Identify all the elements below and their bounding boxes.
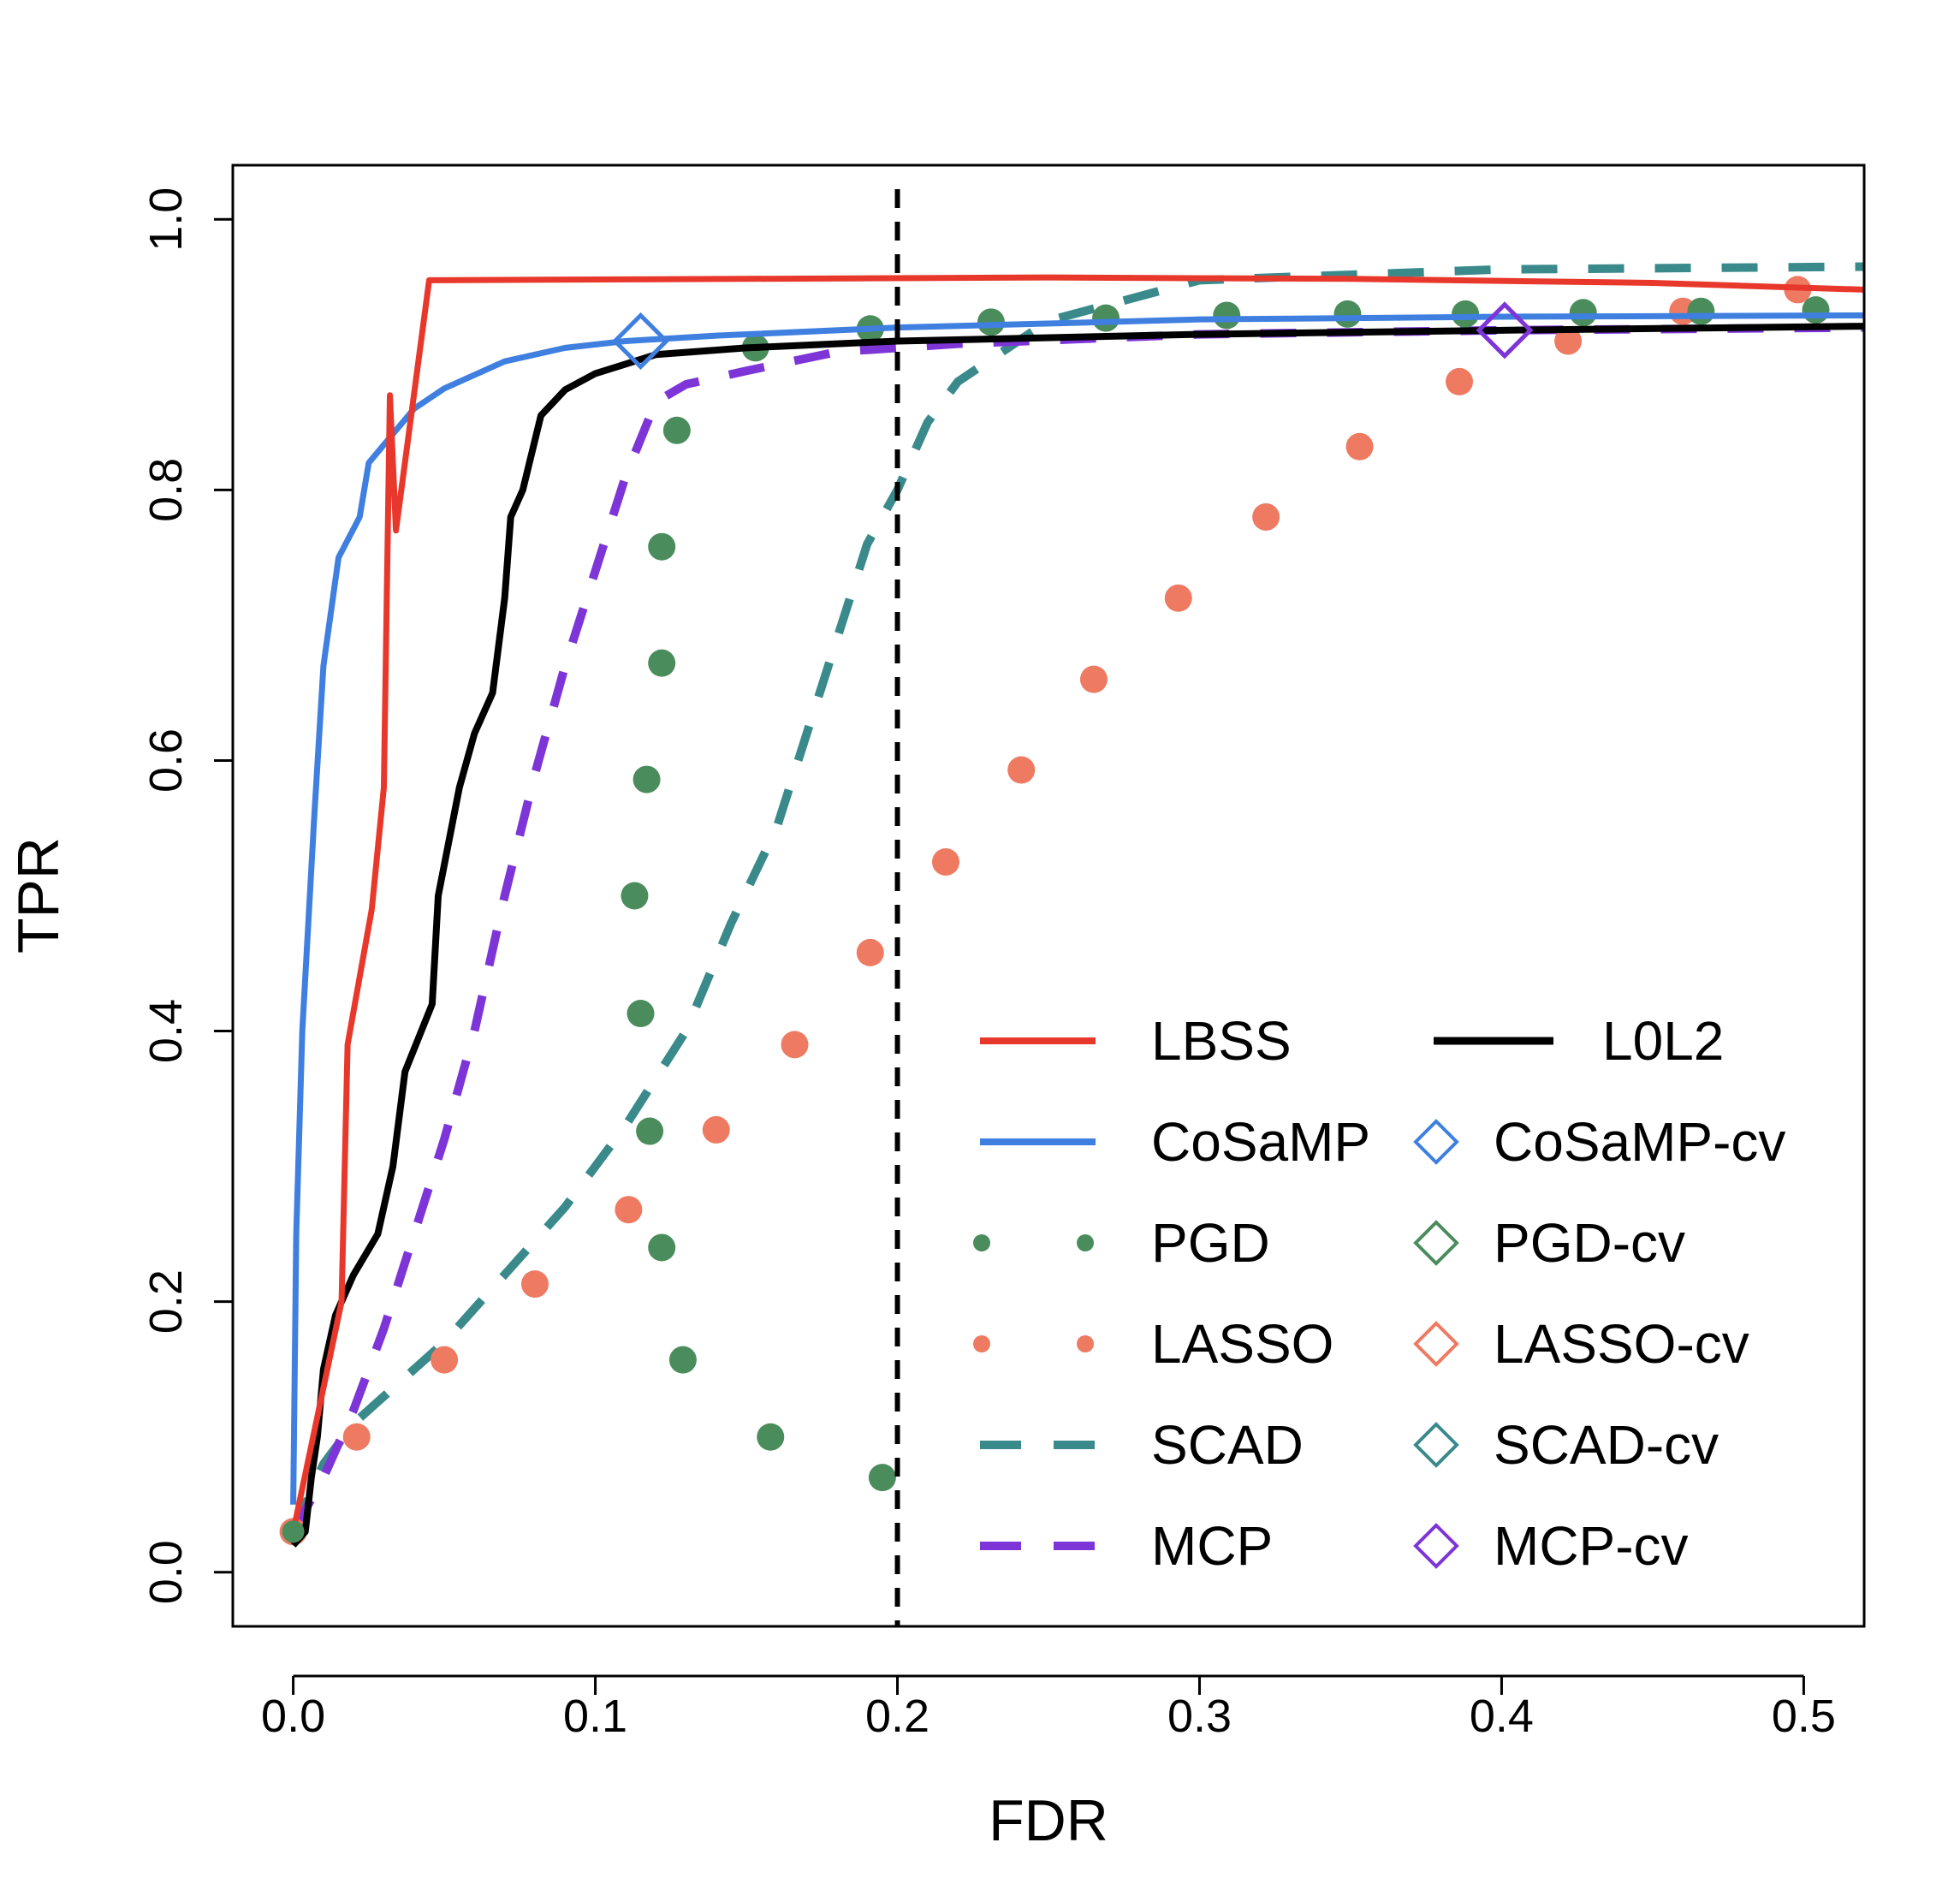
point-pgd (1687, 297, 1715, 325)
legend-label-pgd: PGD (1151, 1212, 1270, 1274)
point-lasso (520, 1270, 549, 1299)
point-pgd (648, 532, 676, 561)
point-pgd (636, 1117, 664, 1145)
legend-key-lasso-cv (1413, 1321, 1459, 1367)
point-pgd (757, 1423, 785, 1451)
point-pgd (1802, 296, 1830, 324)
y-tick-label: 0.2 (140, 1269, 192, 1334)
legend: LBSS CoSaMP PGD LASSO SCAD MCP L0L2 CoSaMP-cv PG… (973, 1010, 1785, 1577)
x-tick-label: 0.5 (1772, 1691, 1836, 1742)
legend-key-pgd (1077, 1234, 1094, 1251)
point-pgd (648, 1233, 676, 1262)
point-lasso (431, 1346, 459, 1374)
point-lasso (856, 938, 884, 966)
legend-label-scad: SCAD (1151, 1414, 1304, 1476)
legend-key-lasso (1077, 1335, 1094, 1352)
point-lasso (615, 1196, 643, 1224)
point-pgd (668, 1346, 697, 1374)
point-pgd (662, 416, 691, 444)
legend-key-pgd (973, 1234, 990, 1251)
point-lasso (1079, 665, 1108, 693)
point-lasso (1554, 327, 1583, 355)
point-pgd (633, 765, 661, 793)
point-pgd (1213, 301, 1241, 330)
legend-label-pgd-cv: PGD-cv (1494, 1212, 1685, 1274)
legend-key-scad-cv (1413, 1422, 1459, 1468)
series-line-lbss (290, 274, 1865, 1533)
x-tick-label: 0.0 (261, 1691, 325, 1742)
x-axis-label: FDR (989, 1788, 1108, 1853)
point-lasso (702, 1115, 730, 1144)
point-pgd (1092, 304, 1120, 332)
legend-key-mcp-cv (1413, 1523, 1459, 1569)
legend-label-scad-cv: SCAD-cv (1494, 1414, 1719, 1476)
x-tick-label: 0.3 (1167, 1691, 1232, 1742)
cv-marker-mcp-cv (1476, 301, 1534, 360)
legend-label-l0l2: L0L2 (1602, 1010, 1724, 1072)
point-lasso (1252, 502, 1280, 531)
legend-label-cosamp-cv: CoSaMP-cv (1494, 1111, 1785, 1173)
point-pgd (1333, 300, 1362, 328)
legend-key-lasso (973, 1335, 990, 1352)
y-tick-label: 0.6 (140, 728, 192, 793)
x-axis: 0.0 0.1 0.2 0.3 0.4 0.5 (261, 1674, 1836, 1742)
point-lasso (931, 847, 959, 876)
point-pgd (621, 882, 649, 910)
point-pgd (1569, 299, 1597, 327)
point-lasso (1345, 432, 1374, 461)
legend-label-lasso: LASSO (1151, 1313, 1333, 1375)
series-line-mcp (289, 323, 1865, 1534)
point-lasso (1164, 584, 1192, 612)
legend-label-mcp: MCP (1151, 1515, 1273, 1577)
point-pgd (868, 1464, 896, 1492)
y-tick-label: 0.4 (140, 999, 192, 1063)
legend-key-cosamp-cv (1413, 1119, 1459, 1165)
x-tick-label: 0.2 (865, 1691, 930, 1742)
legend-key-pgd-cv (1413, 1220, 1459, 1266)
y-axis: 0.0 0.2 0.4 0.6 0.8 1.0 (140, 187, 235, 1604)
point-lasso (781, 1031, 809, 1059)
series-line-l0l2 (290, 323, 1865, 1548)
y-tick-label: 0.0 (140, 1540, 192, 1604)
point-pgd (627, 1000, 655, 1028)
point-pgd (1452, 300, 1480, 328)
y-tick-label: 1.0 (140, 187, 192, 252)
y-axis-label: TPR (6, 837, 71, 954)
point-pgd (648, 649, 676, 677)
cv-marker-cosamp-cv (611, 312, 670, 371)
point-extra (282, 1520, 305, 1543)
y-tick-label: 0.8 (140, 458, 192, 522)
legend-label-cosamp: CoSaMP (1151, 1111, 1370, 1173)
legend-label-lasso-cv: LASSO-cv (1494, 1313, 1749, 1375)
point-lasso (1446, 367, 1474, 395)
legend-label-lbss: LBSS (1151, 1010, 1292, 1072)
x-tick-label: 0.4 (1470, 1691, 1534, 1742)
x-tick-label: 0.1 (563, 1691, 627, 1742)
point-lasso (342, 1423, 371, 1451)
point-lasso (1007, 756, 1036, 784)
legend-label-mcp-cv: MCP-cv (1494, 1515, 1689, 1577)
